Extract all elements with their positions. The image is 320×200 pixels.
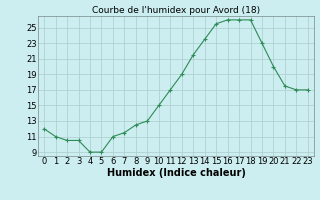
Title: Courbe de l'humidex pour Avord (18): Courbe de l'humidex pour Avord (18) <box>92 6 260 15</box>
X-axis label: Humidex (Indice chaleur): Humidex (Indice chaleur) <box>107 168 245 178</box>
